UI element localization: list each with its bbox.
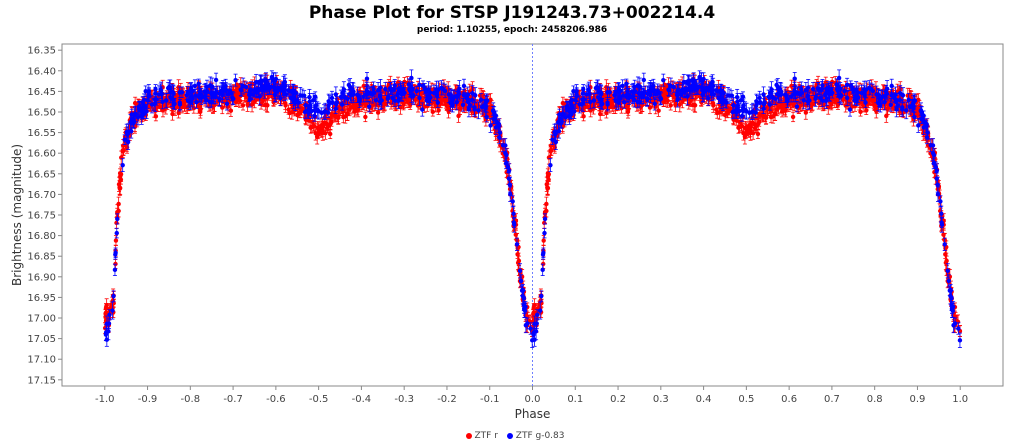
chart-subtitle: period: 1.10255, epoch: 2458206.986	[416, 25, 608, 35]
data-point	[668, 103, 673, 108]
data-point	[750, 120, 755, 125]
data-point	[728, 106, 733, 111]
data-point	[153, 114, 159, 119]
data-point	[776, 105, 781, 110]
data-point	[513, 232, 518, 237]
data-point	[228, 108, 234, 113]
data-point	[755, 131, 761, 137]
data-point	[322, 120, 327, 125]
data-point	[656, 108, 661, 113]
data-point	[283, 101, 288, 106]
data-point	[436, 108, 441, 113]
data-point	[734, 117, 739, 123]
data-point	[772, 111, 778, 117]
series-layer	[102, 69, 963, 348]
data-point	[361, 83, 367, 89]
data-point	[758, 112, 763, 117]
data-point	[306, 117, 312, 123]
data-point	[345, 111, 350, 117]
data-point	[240, 103, 246, 108]
data-point	[864, 108, 869, 113]
data-point	[300, 106, 305, 111]
data-point	[710, 101, 716, 106]
data-point	[742, 134, 748, 139]
data-point	[314, 134, 320, 139]
data-point	[789, 83, 794, 89]
data-point	[265, 103, 270, 108]
data-point	[692, 103, 698, 108]
data-point	[328, 131, 333, 137]
data-point	[941, 232, 946, 237]
chart-title: Phase Plot for STSP J191243.73+002214.4	[308, 3, 716, 23]
data-point	[581, 114, 586, 119]
data-point	[330, 112, 335, 117]
